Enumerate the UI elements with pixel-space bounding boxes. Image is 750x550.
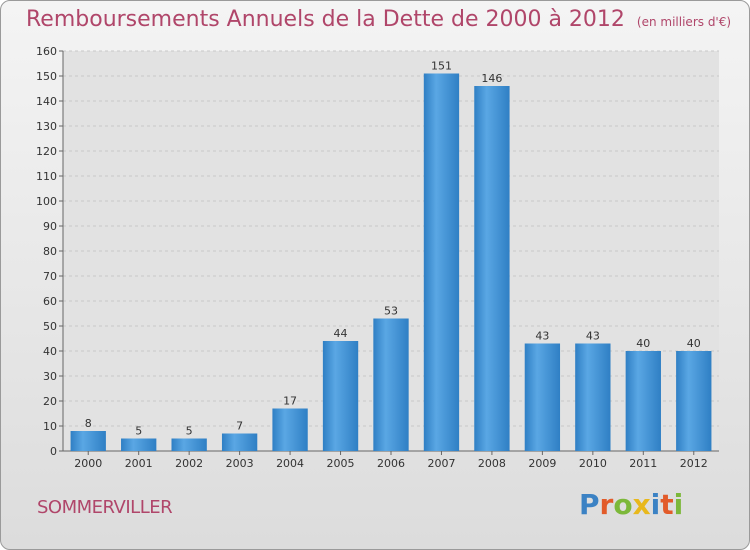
y-tick-label: 30 bbox=[43, 370, 57, 383]
y-tick-label: 0 bbox=[50, 445, 57, 458]
y-tick-label: 160 bbox=[36, 45, 57, 58]
proxiti-logo: Proxiti bbox=[579, 488, 683, 521]
x-tick-label: 2001 bbox=[125, 457, 153, 470]
bar bbox=[676, 351, 712, 451]
y-tick-label: 130 bbox=[36, 120, 57, 133]
y-tick-label: 20 bbox=[43, 395, 57, 408]
y-tick-label: 150 bbox=[36, 70, 57, 83]
y-tick-label: 110 bbox=[36, 170, 57, 183]
y-tick-label: 80 bbox=[43, 245, 57, 258]
bar bbox=[221, 433, 258, 451]
bar-value-label: 53 bbox=[384, 305, 398, 318]
x-tick-label: 2011 bbox=[629, 457, 657, 470]
bar bbox=[121, 438, 157, 451]
x-tick-label: 2012 bbox=[680, 457, 708, 470]
chart-title: Remboursements Annuels de la Dette de 20… bbox=[26, 7, 625, 32]
x-tick-label: 2005 bbox=[327, 457, 355, 470]
x-tick-label: 2000 bbox=[74, 457, 102, 470]
town-name: SOMMERVILLER bbox=[37, 497, 173, 518]
bar bbox=[575, 343, 611, 451]
unit-label: (en milliers d'€) bbox=[636, 15, 732, 29]
y-tick-label: 10 bbox=[43, 420, 57, 433]
bar bbox=[373, 318, 409, 451]
x-tick-label: 2007 bbox=[427, 457, 455, 470]
x-tick-label: 2002 bbox=[175, 457, 203, 470]
logo-letter: r bbox=[599, 488, 614, 521]
logo-letter: i bbox=[673, 488, 684, 521]
bar-value-label: 17 bbox=[283, 395, 297, 408]
logo-letter: t bbox=[660, 488, 674, 521]
bar-value-label: 5 bbox=[186, 425, 193, 438]
title-row: Remboursements Annuels de la Dette de 20… bbox=[26, 7, 731, 32]
x-tick-label: 2003 bbox=[226, 457, 254, 470]
bar-value-label: 151 bbox=[431, 60, 452, 73]
x-tick-label: 2006 bbox=[377, 457, 405, 470]
y-tick-label: 50 bbox=[43, 320, 57, 333]
y-tick-label: 60 bbox=[43, 295, 57, 308]
bar bbox=[171, 438, 207, 451]
bar bbox=[524, 343, 561, 451]
x-tick-label: 2010 bbox=[579, 457, 607, 470]
y-tick-label: 140 bbox=[36, 95, 57, 108]
bar-value-label: 7 bbox=[236, 420, 243, 433]
bar-value-label: 43 bbox=[535, 330, 549, 343]
x-tick-label: 2008 bbox=[478, 457, 506, 470]
y-tick-label: 70 bbox=[43, 270, 57, 283]
bar bbox=[272, 408, 308, 451]
logo-letter: x bbox=[632, 488, 651, 521]
bar-value-label: 5 bbox=[135, 425, 142, 438]
bar-value-label: 40 bbox=[687, 337, 701, 350]
bar-value-label: 146 bbox=[481, 72, 502, 85]
x-tick-label: 2009 bbox=[528, 457, 556, 470]
bar bbox=[322, 341, 359, 451]
logo-letter: P bbox=[579, 488, 600, 521]
bar-value-label: 8 bbox=[85, 417, 92, 430]
x-tick-label: 2004 bbox=[276, 457, 304, 470]
bar bbox=[625, 351, 661, 451]
bar-value-label: 43 bbox=[586, 330, 600, 343]
bar bbox=[423, 73, 460, 451]
y-tick-label: 40 bbox=[43, 345, 57, 358]
bar bbox=[70, 431, 106, 451]
bar-value-label: 40 bbox=[636, 337, 650, 350]
logo-letter: i bbox=[650, 488, 661, 521]
logo-letter: o bbox=[613, 488, 633, 521]
bar bbox=[474, 86, 510, 451]
y-tick-label: 120 bbox=[36, 145, 57, 158]
y-tick-label: 90 bbox=[43, 220, 57, 233]
y-tick-label: 100 bbox=[36, 195, 57, 208]
bar-value-label: 44 bbox=[334, 327, 348, 340]
